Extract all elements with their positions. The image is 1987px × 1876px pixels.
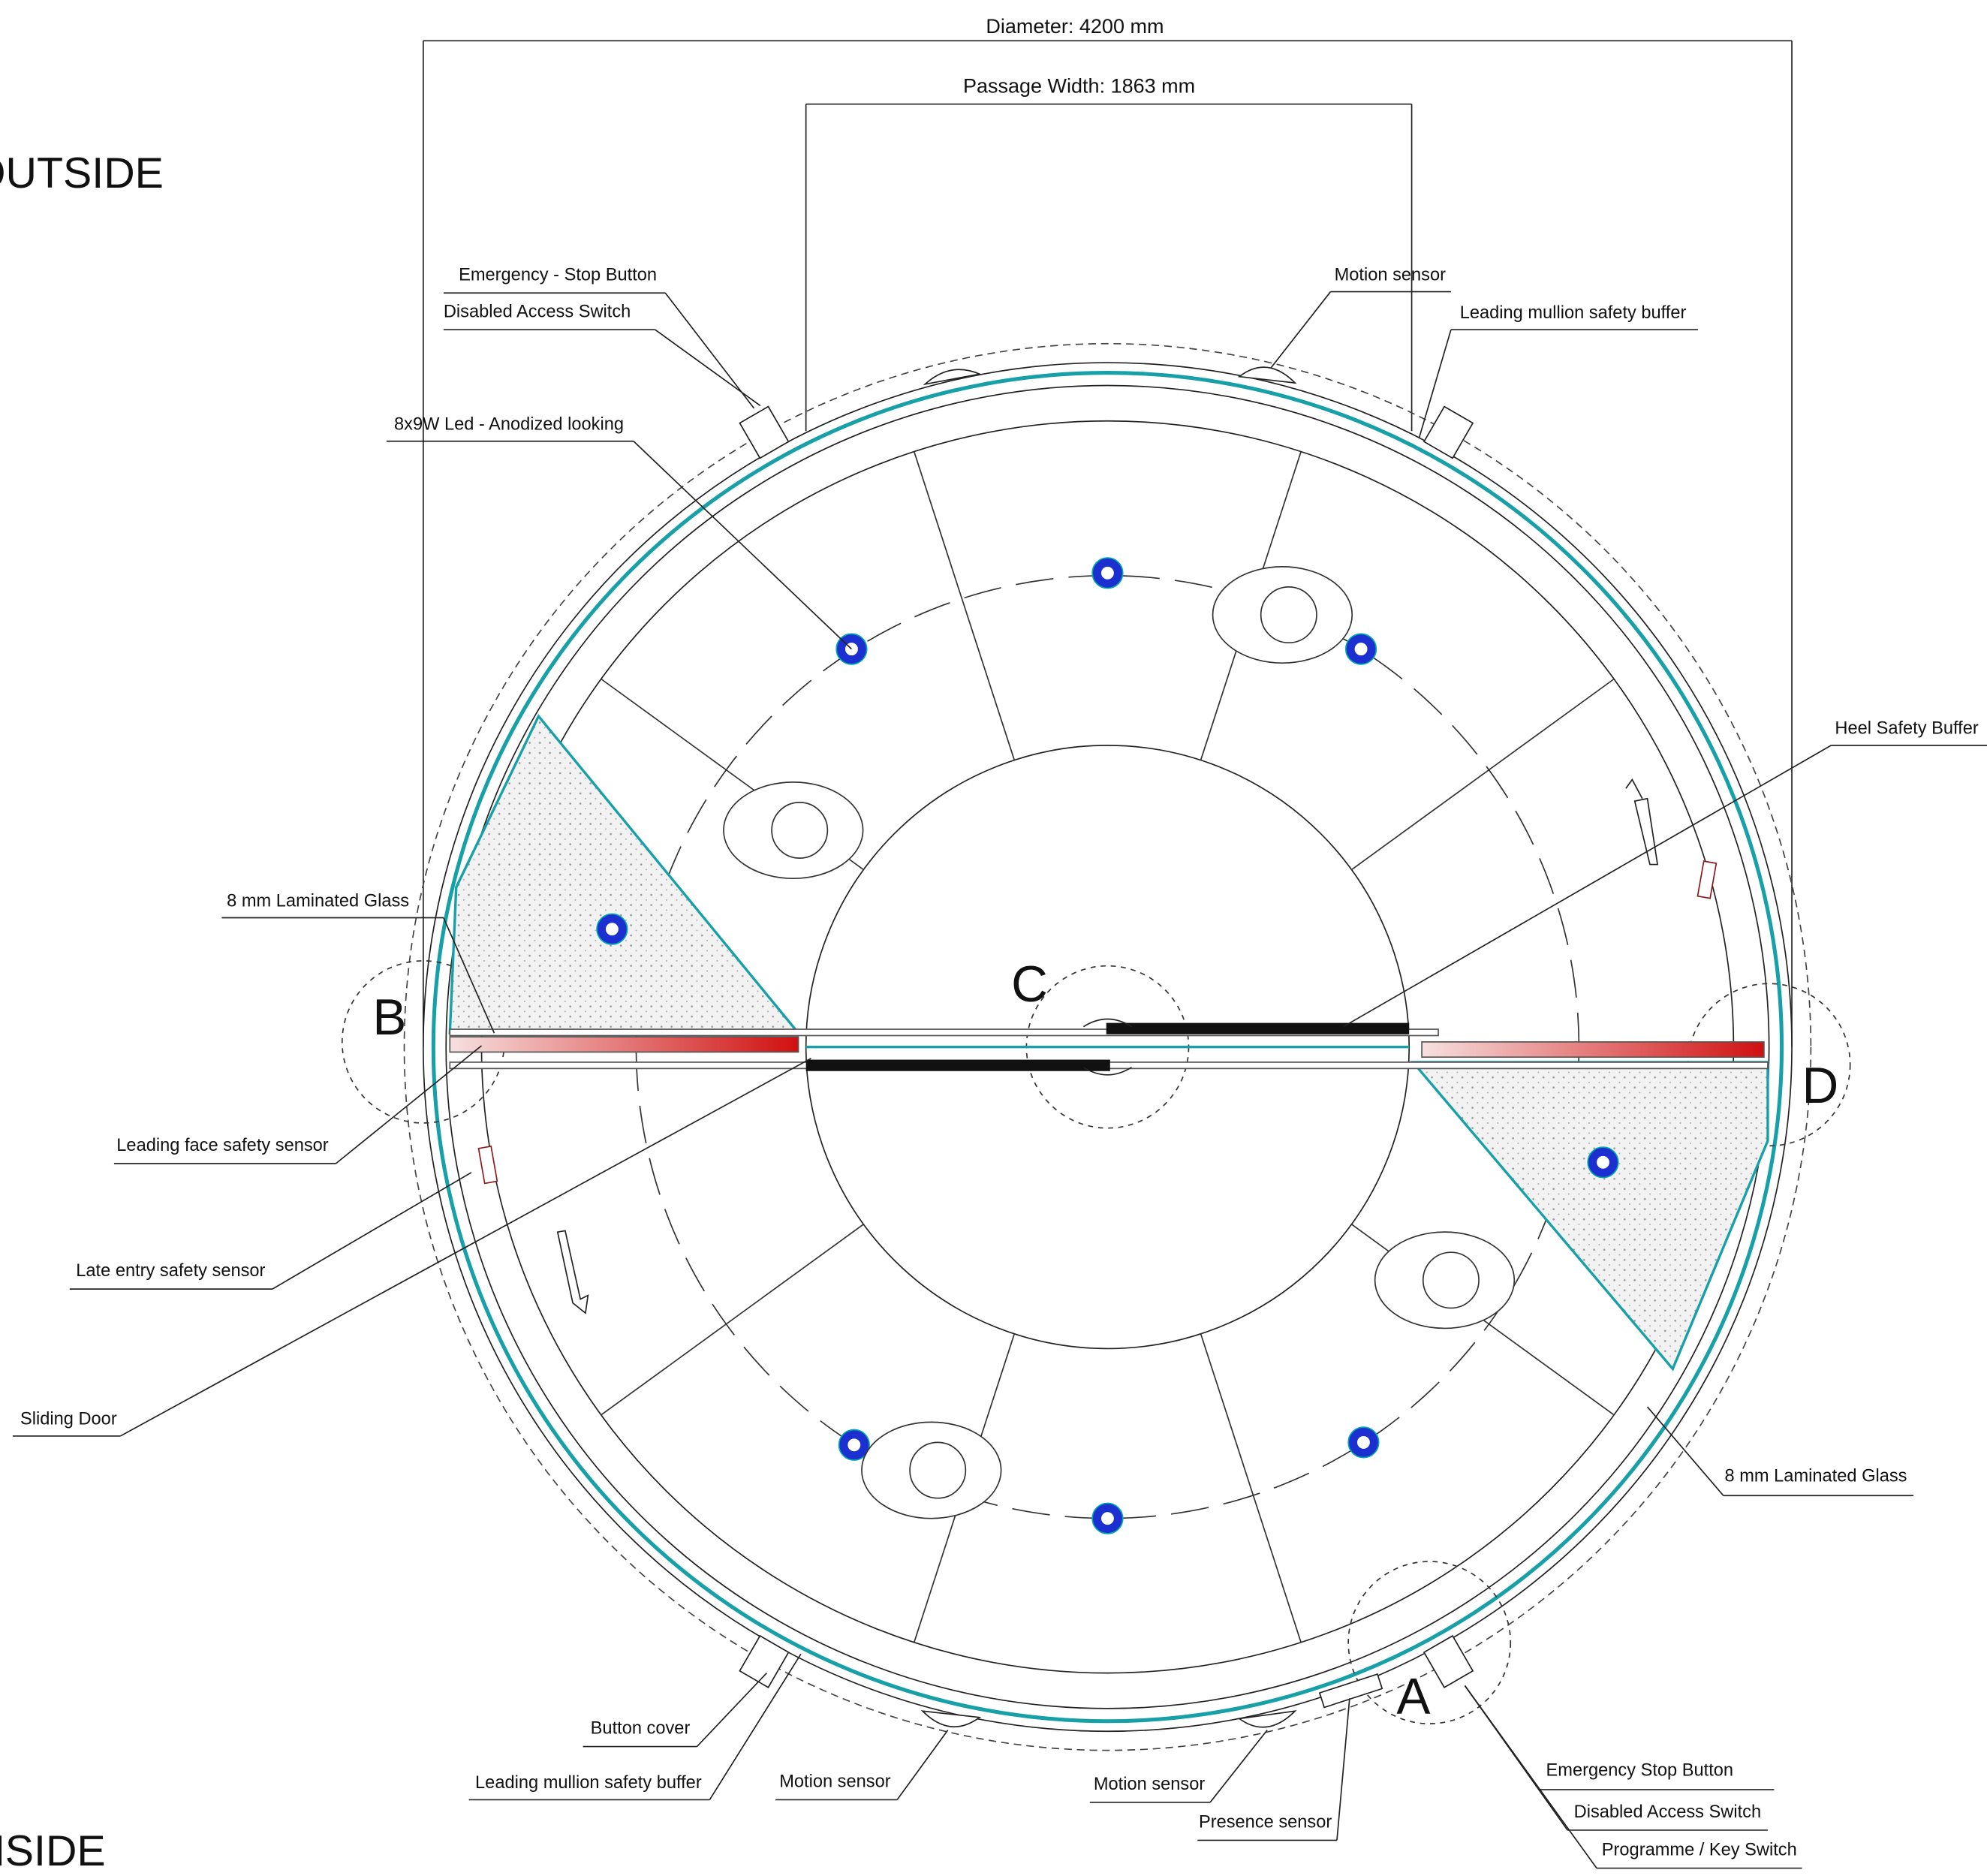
callout-leader [709, 1653, 802, 1800]
section-label: B [372, 989, 406, 1046]
callout-leader [1464, 1685, 1597, 1869]
callout-leader [664, 292, 755, 409]
led-light [1098, 1509, 1117, 1528]
dimension: Diameter: 4200 mm [986, 15, 1164, 38]
callout-label: Emergency Stop Button [1546, 1760, 1734, 1780]
callout-label: 8x9W Led - Anodized looking [394, 415, 624, 435]
sector-line [1350, 678, 1615, 871]
person-head [909, 1441, 967, 1499]
zone-label: INSIDE [0, 1827, 106, 1875]
callout-label: Leading mullion safety buffer [475, 1773, 702, 1793]
sector-line [913, 451, 1016, 760]
callout-leader [1336, 1698, 1350, 1841]
led-light [603, 920, 622, 938]
callout-label: Motion sensor [1335, 265, 1447, 285]
person-head [771, 802, 829, 859]
callout-label: Button cover [591, 1719, 691, 1739]
callout-label: Late entry safety sensor [76, 1261, 265, 1281]
callout-label: Disabled Access Switch [1574, 1802, 1761, 1822]
callout-label: Sliding Door [20, 1410, 117, 1429]
sector-line [1200, 1333, 1302, 1643]
callout-leader [272, 1172, 472, 1290]
callout-label: Leading mullion safety buffer [1460, 303, 1687, 323]
callout-leader [896, 1730, 949, 1800]
callout-label: 8 mm Laminated Glass [1725, 1467, 1907, 1486]
callout-label: Presence sensor [1199, 1813, 1332, 1832]
callout-label: Motion sensor [779, 1772, 891, 1792]
callout-label: Programme / Key Switch [1602, 1841, 1797, 1860]
section-label: C [1011, 956, 1048, 1013]
callout-leader [696, 1673, 767, 1748]
callout-label: Heel Safety Buffer [1835, 719, 1978, 739]
section-label: A [1396, 1669, 1430, 1725]
led-light [1098, 564, 1117, 583]
person-head [1260, 586, 1317, 644]
dimension: Passage Width: 1863 mm [963, 75, 1195, 98]
zone-label: OUTSIDE [0, 149, 164, 197]
led-light [1594, 1153, 1612, 1172]
callout-leader [633, 441, 853, 650]
callout-leader [1209, 1730, 1268, 1803]
callout-label: Disabled Access Switch [444, 302, 631, 321]
callout-leader [1270, 291, 1332, 369]
section-label: D [1802, 1058, 1839, 1114]
drawing [341, 40, 1851, 1751]
callout-label: Motion sensor [1094, 1775, 1206, 1794]
person-head [1422, 1251, 1480, 1309]
callout-label: 8 mm Laminated Glass [227, 891, 409, 911]
callout-leader [1343, 745, 1832, 1028]
callout-leader [1646, 1406, 1724, 1496]
callout-leader [1418, 329, 1452, 438]
callout-label: Emergency - Stop Button [459, 265, 657, 285]
callout-leader [335, 1045, 483, 1164]
sector-line [601, 1224, 864, 1416]
callout-leader [119, 1058, 811, 1437]
callout-label: Leading face safety sensor [116, 1136, 329, 1155]
led-light [844, 1435, 863, 1454]
callout-leader [655, 329, 761, 407]
led-light [1352, 640, 1370, 658]
callout-leader [443, 917, 495, 1034]
led-light [1354, 1433, 1373, 1452]
